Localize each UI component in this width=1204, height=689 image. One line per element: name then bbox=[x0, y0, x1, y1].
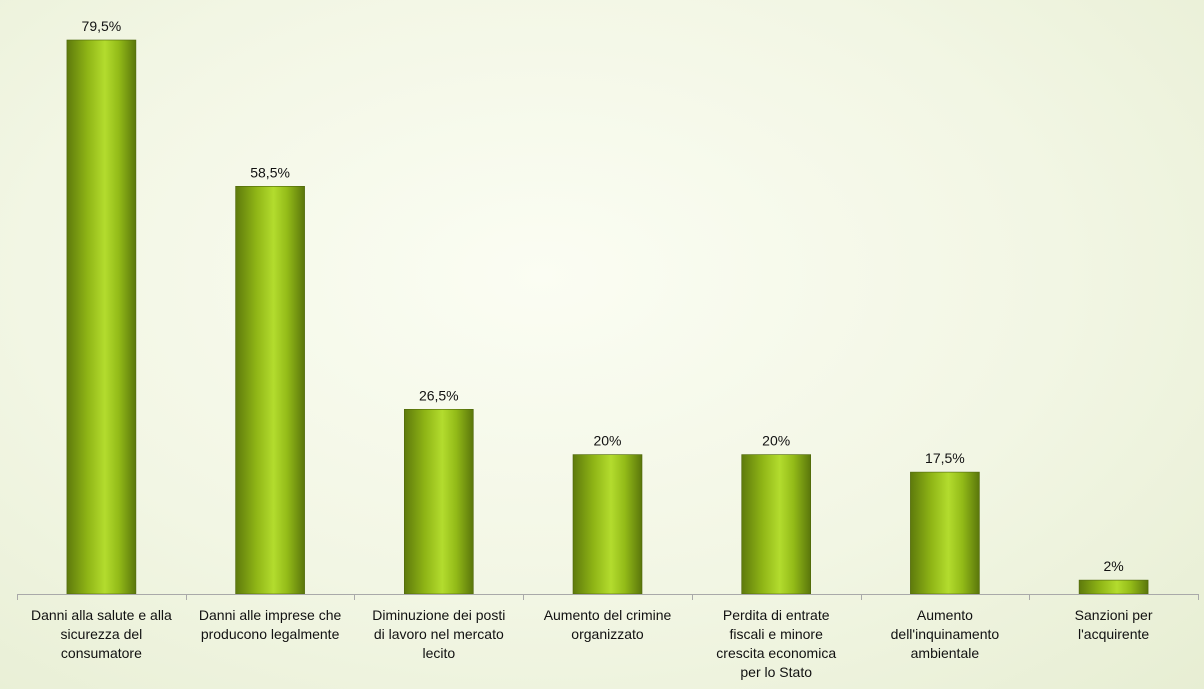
x-tick-label-line: Aumento bbox=[917, 607, 973, 623]
x-tick-label-line: consumatore bbox=[61, 645, 142, 661]
bar bbox=[910, 471, 980, 595]
x-tick-label: Aumento dell'inquinamento ambientale bbox=[891, 607, 1000, 661]
x-tick-label-line: Aumento del crimine bbox=[544, 607, 672, 623]
x-tick-label-line: producono legalmente bbox=[201, 626, 340, 642]
bar bbox=[572, 454, 643, 595]
x-tick-label-line: crescita economica bbox=[716, 645, 836, 661]
bar bbox=[235, 186, 305, 595]
bar bbox=[66, 39, 137, 595]
x-tick-label: Sanzioni per l'acquirente bbox=[1075, 607, 1153, 642]
x-tick-label-line: organizzato bbox=[571, 626, 644, 642]
data-label: 26,5% bbox=[419, 387, 459, 403]
x-tick-label-line: lecito bbox=[422, 645, 455, 661]
x-tick-label: Diminuzione dei posti di lavoro nel merca… bbox=[372, 607, 505, 661]
data-label: 20% bbox=[762, 433, 790, 449]
x-tick-label: Perdita di entrate fiscali e minore cresci… bbox=[716, 607, 836, 680]
x-tick-label: Danni alle imprese che producono legalmen… bbox=[199, 607, 342, 642]
x-tick-label-line: Danni alla salute e alla bbox=[31, 607, 172, 623]
x-tick-label: Aumento del crimine organizzato bbox=[544, 607, 672, 642]
x-axis bbox=[17, 594, 1199, 600]
data-label: 17,5% bbox=[925, 450, 965, 466]
x-tick-label-line: Diminuzione dei posti bbox=[372, 607, 505, 623]
x-tick-label-line: Perdita di entrate bbox=[723, 607, 830, 623]
x-tick-label-line: l'acquirente bbox=[1078, 626, 1149, 642]
x-tick-label-line: sicurezza del bbox=[61, 626, 143, 642]
x-tick-label-line: dell'inquinamento bbox=[891, 626, 1000, 642]
x-tick-label-line: fiscali e minore bbox=[730, 626, 824, 642]
x-tick-label-line: Sanzioni per bbox=[1075, 607, 1153, 623]
data-label: 79,5% bbox=[82, 18, 122, 34]
category-labels: Danni alla salute e alla sicurezza del con… bbox=[31, 607, 1153, 680]
data-label: 20% bbox=[593, 433, 621, 449]
x-tick-label: Danni alla salute e alla sicurezza del con… bbox=[31, 607, 172, 661]
data-label: 58,5% bbox=[250, 164, 290, 180]
bar bbox=[1078, 579, 1149, 595]
x-tick-label-line: Danni alle imprese che bbox=[199, 607, 342, 623]
data-label: 2% bbox=[1103, 558, 1123, 574]
x-tick-label-line: per lo Stato bbox=[740, 664, 812, 680]
bar bbox=[403, 408, 474, 595]
bar bbox=[741, 454, 812, 595]
x-tick-label-line: di lavoro nel mercato bbox=[374, 626, 504, 642]
bars-group: 79,5% 58,5% 26,5% 20% 20% 17,5% 2% bbox=[66, 18, 1149, 595]
x-tick-label-line: ambientale bbox=[911, 645, 980, 661]
